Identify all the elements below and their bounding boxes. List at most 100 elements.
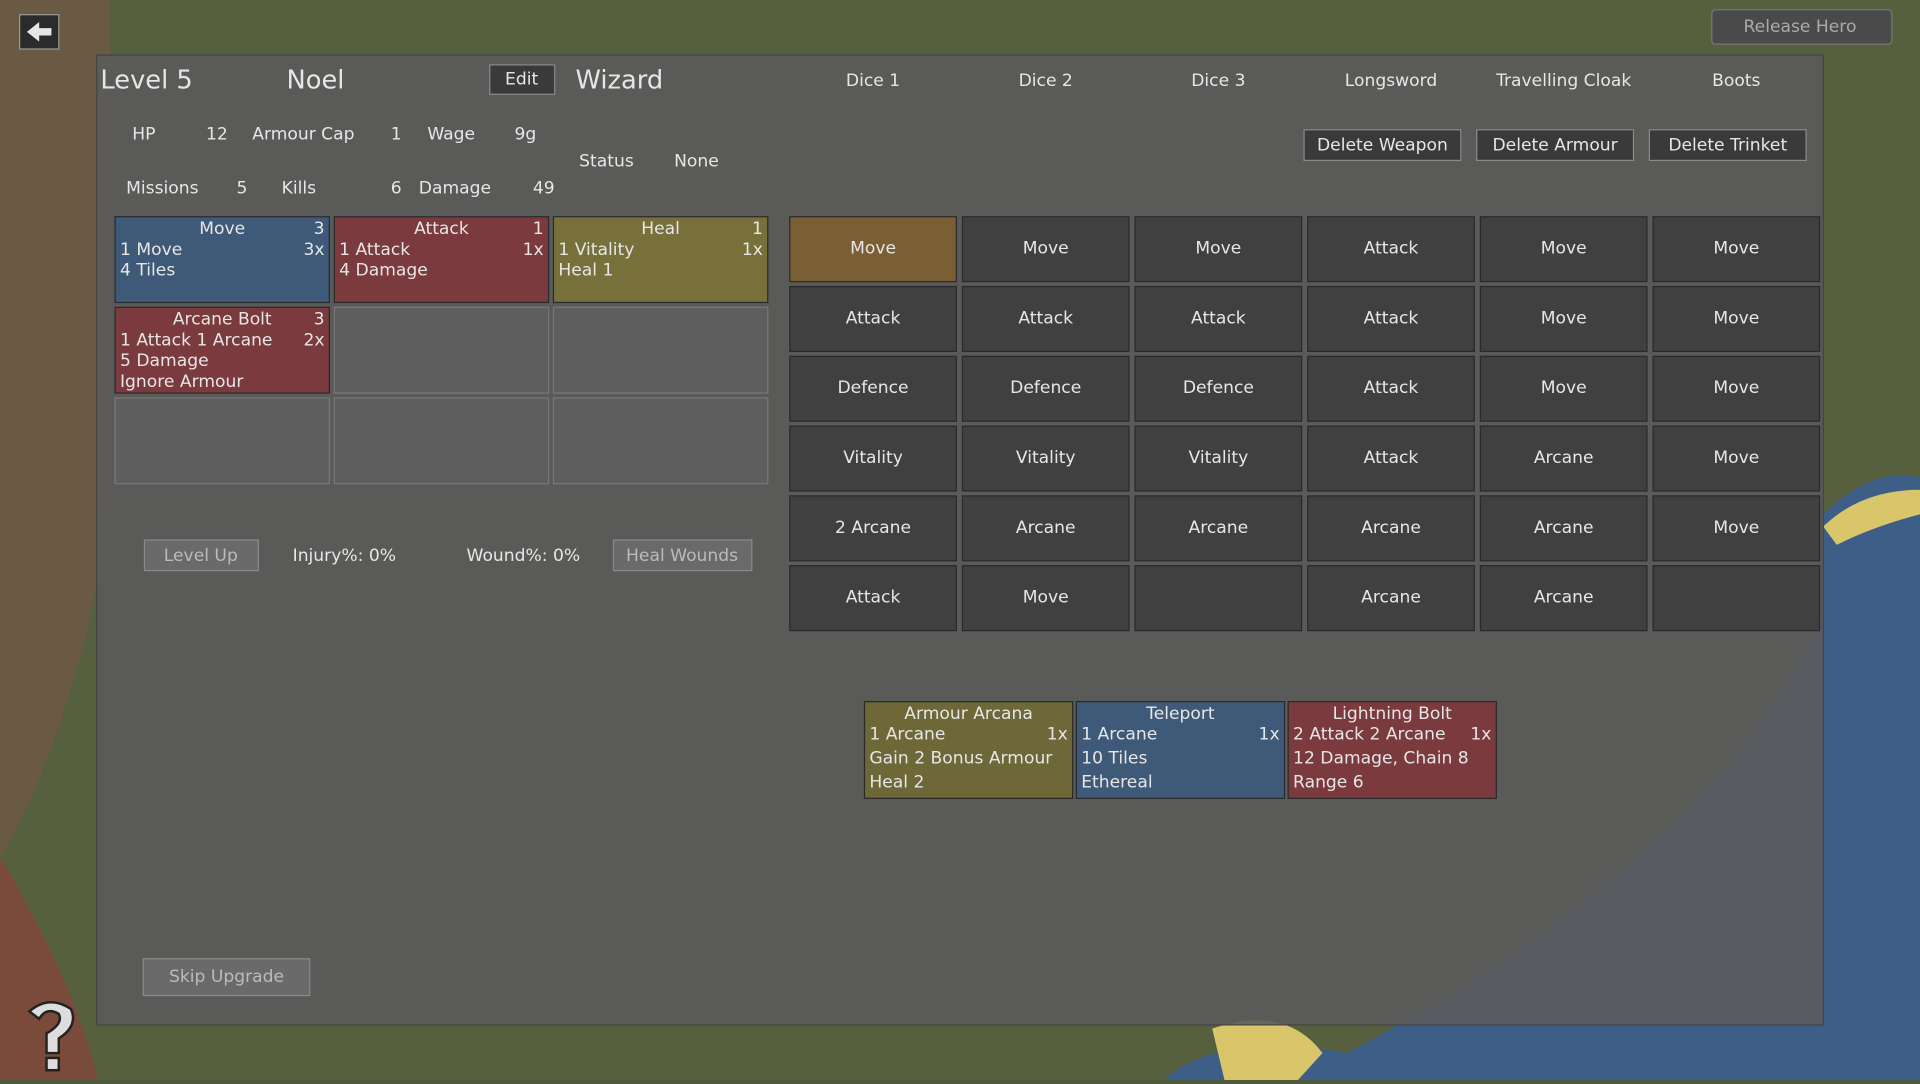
stat-value: 5 (236, 179, 247, 199)
ability-card[interactable] (114, 306, 330, 394)
upgrade-card-line: Gain 2 Bonus Armour (869, 749, 1053, 769)
dice-face[interactable] (1652, 565, 1821, 632)
dice-face[interactable] (961, 216, 1130, 283)
skip-upgrade-button[interactable]: Skip Upgrade (169, 967, 284, 987)
dice-face[interactable] (1479, 285, 1648, 353)
back-button[interactable] (18, 14, 60, 50)
stat-label: Damage (419, 179, 491, 199)
upgrade-card[interactable] (1287, 701, 1497, 799)
dice-face[interactable] (1134, 216, 1303, 283)
dice-face[interactable] (1479, 425, 1648, 492)
dice-face[interactable] (961, 285, 1130, 353)
heal-wounds-button[interactable]: Heal Wounds (626, 546, 738, 566)
dice-face-label: Arcane (1189, 518, 1249, 538)
dice-face[interactable] (1479, 565, 1648, 632)
delete-button-bg (1476, 129, 1635, 162)
dice-face[interactable] (1652, 216, 1821, 283)
dice-face[interactable] (789, 565, 957, 632)
dice-face-label: Move (1023, 239, 1069, 259)
dice-face[interactable] (1479, 216, 1648, 283)
release-hero-button[interactable]: Release Hero (1744, 17, 1857, 37)
dice-face[interactable] (1479, 355, 1648, 422)
upgrade-card-line: Heal 2 (869, 772, 924, 792)
dice-face-label: Vitality (1016, 448, 1076, 468)
dice-face-label: Arcane (1361, 518, 1421, 538)
ability-card-rate: 1x (523, 240, 544, 260)
dice-face-label: Move (1713, 378, 1759, 398)
empty-ability-slot (552, 306, 769, 394)
equipment-header: Dice 1 (846, 71, 900, 91)
ability-card-title: Arcane Bolt (173, 310, 272, 330)
dice-face-label: Arcane (1534, 448, 1594, 468)
ability-card-count: 3 (314, 310, 325, 330)
dice-face[interactable] (1307, 285, 1475, 353)
delete-button[interactable]: Delete Trinket (1668, 136, 1787, 156)
stat-value: None (674, 152, 719, 172)
dice-face-label: Arcane (1361, 588, 1421, 608)
level-up-button[interactable]: Level Up (164, 546, 238, 566)
dice-face-label: Move (1541, 239, 1587, 259)
dice-face[interactable] (1652, 355, 1821, 422)
stat-label: Wage (427, 125, 475, 145)
dice-face-label: Arcane (1534, 588, 1594, 608)
delete-button[interactable]: Delete Armour (1492, 136, 1618, 156)
dice-face[interactable] (961, 565, 1130, 632)
dice-face[interactable] (961, 425, 1130, 492)
dice-face-label: Attack (1018, 308, 1073, 328)
ability-card-line: 4 Tiles (120, 261, 175, 281)
delete-button[interactable]: Delete Weapon (1317, 136, 1448, 156)
upgrade-card[interactable] (863, 701, 1074, 799)
ability-card-line: Heal 1 (558, 261, 613, 281)
ability-card[interactable] (114, 216, 330, 304)
dice-face[interactable] (789, 285, 957, 353)
ability-card[interactable] (552, 216, 769, 304)
dice-face[interactable] (789, 355, 957, 422)
edit-button[interactable]: Edit (505, 70, 538, 90)
dice-face[interactable] (961, 495, 1130, 562)
dice-face[interactable] (1307, 355, 1475, 422)
ability-card-count: 1 (533, 219, 544, 239)
upgrade-card-line: 2 Attack 2 Arcane (1293, 725, 1445, 745)
stat-value: 49 (533, 179, 555, 199)
help-icon[interactable] (27, 1001, 75, 1072)
dice-face[interactable] (789, 425, 957, 492)
dice-face-label: Defence (1010, 378, 1081, 398)
stat-label: Status (579, 152, 634, 172)
dice-face[interactable] (789, 495, 957, 562)
dice-face[interactable] (1307, 495, 1475, 562)
dice-face[interactable] (789, 216, 957, 283)
dice-face[interactable] (1134, 355, 1303, 422)
ability-card[interactable] (333, 216, 550, 304)
dice-face[interactable] (1652, 495, 1821, 562)
dice-face-label: Attack (1364, 378, 1419, 398)
dice-face[interactable] (1479, 495, 1648, 562)
empty-ability-slot (333, 306, 550, 394)
dice-face[interactable] (1134, 285, 1303, 353)
stat-value: 12 (206, 125, 228, 145)
dice-face-label: Attack (1364, 448, 1419, 468)
dice-face[interactable] (1307, 216, 1475, 283)
upgrade-card-title: Lightning Bolt (1333, 704, 1452, 724)
equipment-header: Dice 2 (1019, 71, 1073, 91)
stat-label: HP (132, 125, 155, 145)
skip-upgrade-bg (142, 958, 311, 997)
ability-card-line: 1 Attack (339, 240, 410, 260)
upgrade-card[interactable] (1075, 701, 1286, 799)
dice-face[interactable] (1652, 425, 1821, 492)
dice-face-label: Move (1713, 239, 1759, 259)
dice-face[interactable] (1134, 565, 1303, 632)
dice-face[interactable] (961, 355, 1130, 422)
dice-face[interactable] (1134, 425, 1303, 492)
dice-face[interactable] (1307, 425, 1475, 492)
dice-face[interactable] (1307, 565, 1475, 632)
ability-card-title: Attack (414, 219, 469, 239)
upgrade-card-rate: 1x (1047, 725, 1068, 745)
wound-text: Wound%: 0% (467, 546, 581, 566)
ability-card-rate: 2x (303, 330, 324, 350)
dice-face[interactable] (1134, 495, 1303, 562)
dice-face-label: Attack (1364, 239, 1419, 259)
empty-ability-slot (552, 397, 769, 485)
equipment-header: Boots (1712, 71, 1760, 91)
dice-face[interactable] (1652, 285, 1821, 353)
